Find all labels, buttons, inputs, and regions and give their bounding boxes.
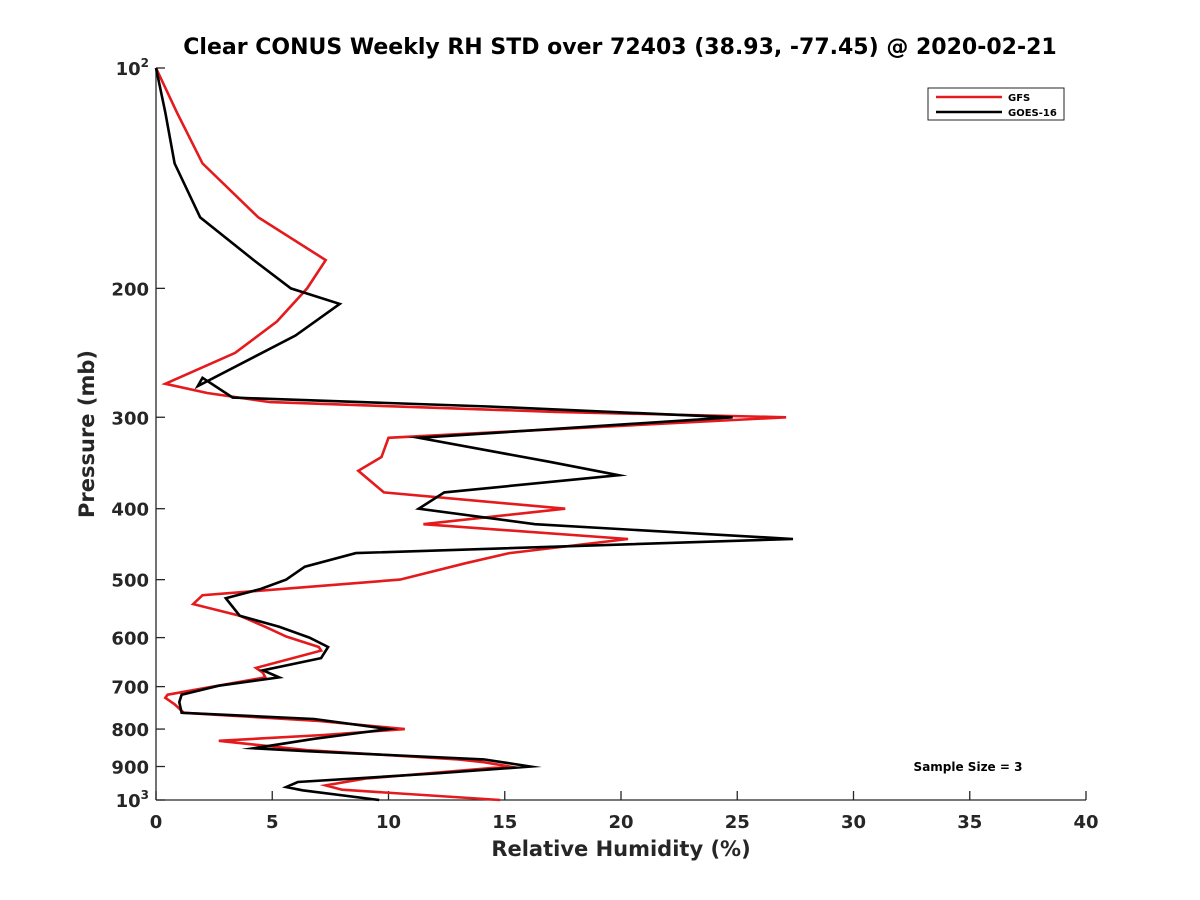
chart-title: Clear CONUS Weekly RH STD over 72403 (38… — [183, 35, 1056, 60]
x-tick-label: 10 — [376, 812, 401, 833]
legend-label: GOES-16 — [1008, 108, 1057, 119]
x-ticks: 0 5 10 15 20 25 30 35 40 — [150, 791, 1099, 833]
y-tick-label: 500 — [111, 571, 149, 592]
sample-size-annotation: Sample Size = 3 — [914, 760, 1023, 774]
x-tick-label: 20 — [608, 812, 633, 833]
x-tick-label: 0 — [150, 812, 163, 833]
y-tick-exponent: 2 — [141, 56, 149, 70]
x-axis-label: Relative Humidity (%) — [491, 837, 750, 861]
series-group — [154, 67, 794, 802]
y-tick-label: 800 — [111, 720, 149, 741]
y-axis-label: Pressure (mb) — [75, 350, 99, 518]
x-tick-label: 5 — [266, 812, 279, 833]
legend: GFS GOES-16 — [927, 87, 1065, 121]
series-line-gfs — [154, 67, 787, 802]
legend-box — [927, 87, 1065, 121]
y-tick-label: 103 — [116, 788, 149, 812]
y-tick-label: 600 — [111, 629, 149, 650]
x-tick-label: 40 — [1073, 812, 1098, 833]
legend-label: GFS — [1008, 93, 1030, 104]
x-tick-label: 30 — [841, 812, 866, 833]
y-tick-exponent: 3 — [141, 788, 149, 802]
y-tick-label: 200 — [111, 279, 149, 300]
x-tick-label: 15 — [492, 812, 517, 833]
axes — [155, 68, 1086, 801]
y-tick-label: 700 — [111, 678, 149, 699]
y-tick-label: 300 — [111, 408, 149, 429]
series-line-goes-16 — [154, 67, 794, 802]
y-tick-base: 10 — [116, 791, 141, 812]
y-tick-base: 10 — [116, 59, 141, 80]
y-tick-label: 400 — [111, 500, 149, 521]
y-tick-label: 900 — [111, 758, 149, 779]
y-tick-label: 102 — [116, 56, 149, 80]
x-tick-label: 25 — [725, 812, 750, 833]
x-tick-label: 35 — [957, 812, 982, 833]
